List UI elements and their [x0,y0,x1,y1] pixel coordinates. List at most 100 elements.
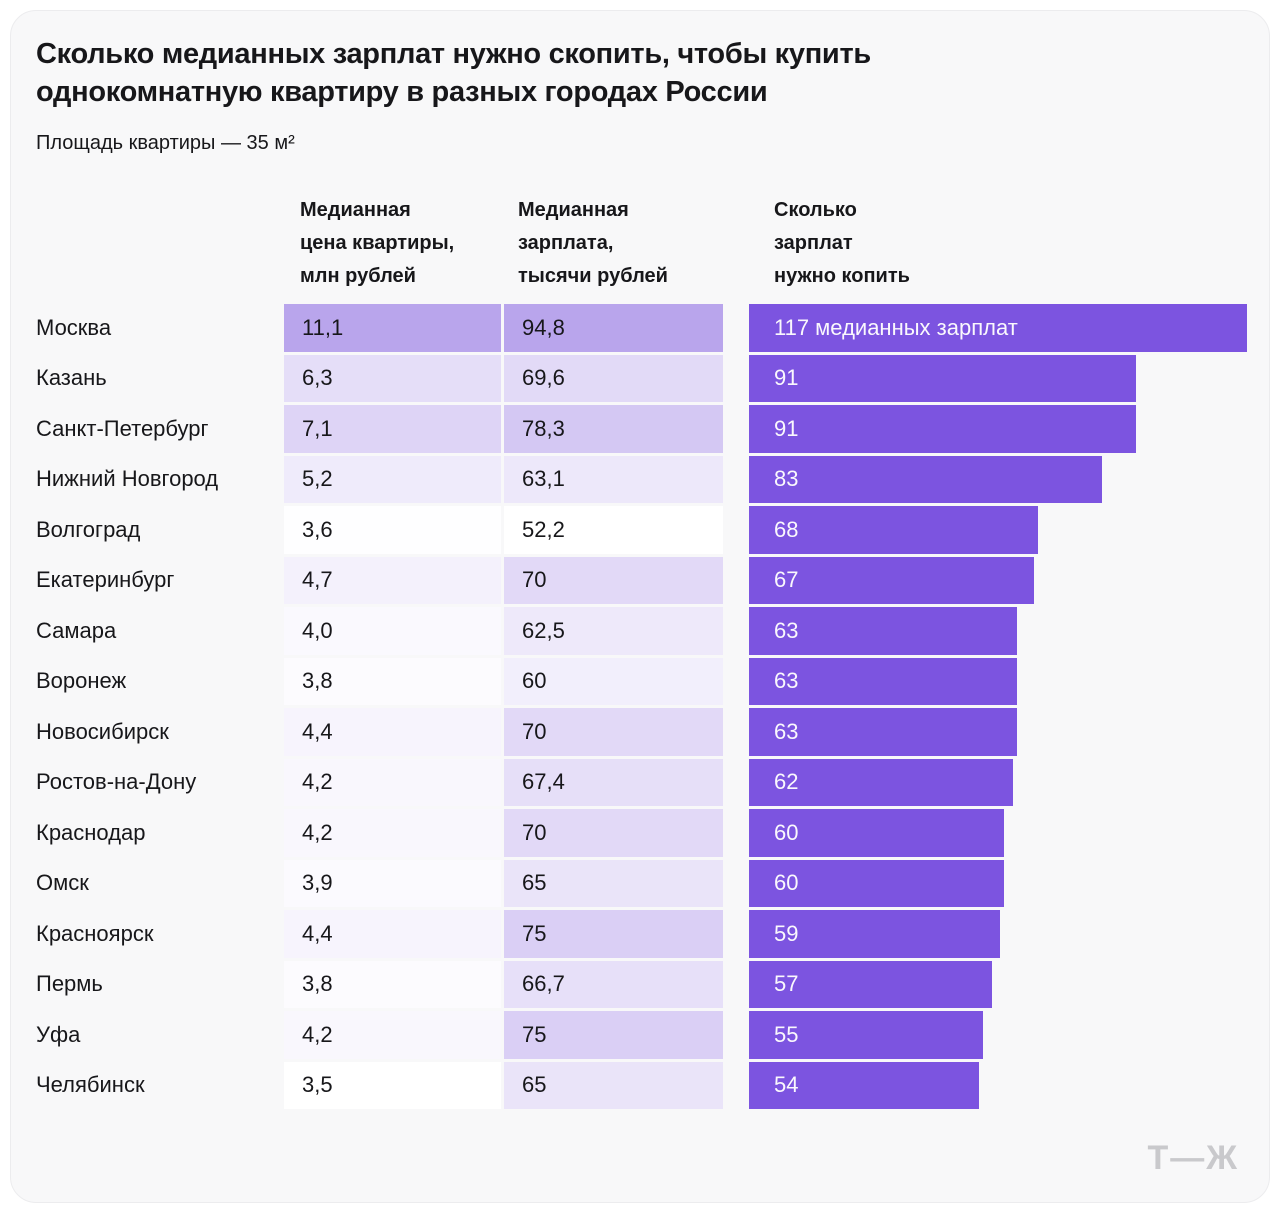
bar-track: 117 медианных зарплат [749,304,1247,352]
salary-bar: 62 [749,758,1013,806]
data-table: Москва 11,1 94,8 117 медианных зарплат Казан… [36,304,1247,1112]
price-cell: 11,1 [284,304,501,352]
chart-subtitle: Площадь квартиры — 35 м² [36,132,295,154]
table-row: Самара 4,0 62,5 63 [36,607,1247,655]
bar-track: 54 [749,1061,1247,1109]
chart-card: Сколько медианных зарплат нужно скопить,… [10,10,1270,1203]
bar-value-label: 83 [774,466,799,492]
salary-cell: 75 [504,910,723,958]
city-label: Нижний Новгород [36,466,219,492]
bar-track: 68 [749,506,1247,554]
bar-track: 60 [749,859,1247,907]
price-cell: 7,1 [284,405,501,453]
table-row: Москва 11,1 94,8 117 медианных зарплат [36,304,1247,352]
bar-value-label: 57 [774,971,799,997]
salary-bar: 55 [749,1011,984,1059]
column-header-bars-line: Сколько [774,199,857,221]
bar-track: 83 [749,455,1247,503]
salary-bar: 57 [749,960,992,1008]
bar-track: 57 [749,960,1247,1008]
table-row: Волгоград 3,6 52,2 68 [36,506,1247,554]
salary-cell: 70 [504,708,723,756]
salary-cell: 67,4 [504,758,723,806]
price-cell: 3,6 [284,506,501,554]
bar-value-label: 54 [774,1072,799,1098]
bar-track: 63 [749,708,1247,756]
salary-cell: 66,7 [504,960,723,1008]
table-row: Ростов-на-Дону 4,2 67,4 62 [36,758,1247,806]
city-label: Санкт-Петербург [36,415,209,441]
bar-value-label: 60 [774,870,799,896]
salary-bar: 63 [749,708,1018,756]
salary-bar: 67 [749,556,1035,604]
chart-title-line-2: однокомнатную квартиру в разных городах … [36,76,768,108]
column-header-price-line: млн рублей [300,265,416,287]
city-label: Уфа [36,1021,81,1047]
city-label: Челябинск [36,1072,145,1098]
column-header-bars: Сколько зарплат нужно копить [774,194,910,293]
salary-cell: 62,5 [504,607,723,655]
bar-track: 91 [749,354,1247,402]
bar-value-label: 68 [774,516,799,542]
price-cell: 4,7 [284,556,501,604]
bar-value-label: 63 [774,617,799,643]
table-row: Нижний Новгород 5,2 63,1 83 [36,455,1247,503]
bar-track: 67 [749,556,1247,604]
price-cell: 6,3 [284,354,501,402]
salary-cell: 70 [504,809,723,857]
salary-cell: 69,6 [504,354,723,402]
table-row: Омск 3,9 65 60 [36,859,1247,907]
table-row: Воронеж 3,8 60 63 [36,657,1247,705]
bar-track: 55 [749,1011,1247,1059]
city-label: Воронеж [36,668,127,694]
price-cell: 4,2 [284,758,501,806]
column-header-salary: Медианная зарплата, тысячи рублей [518,194,668,293]
chart-title: Сколько медианных зарплат нужно скопить,… [36,35,871,111]
salary-bar: 91 [749,354,1137,402]
salary-bar: 54 [749,1061,979,1109]
salary-bar: 63 [749,607,1018,655]
column-header-salary-line: тысячи рублей [518,265,668,287]
table-row: Казань 6,3 69,6 91 [36,354,1247,402]
city-label: Новосибирск [36,718,169,744]
bar-value-label: 63 [774,668,799,694]
column-header-price-line: цена квартиры, [300,232,455,254]
table-row: Санкт-Петербург 7,1 78,3 91 [36,405,1247,453]
city-label: Омск [36,870,89,896]
salary-cell: 78,3 [504,405,723,453]
column-header-price: Медианная цена квартиры, млн рублей [300,194,454,293]
bar-value-label: 55 [774,1021,799,1047]
bar-value-label: 60 [774,819,799,845]
city-label: Екатеринбург [36,567,175,593]
column-header-salary-line: зарплата, [518,232,614,254]
price-cell: 4,4 [284,910,501,958]
salary-cell: 75 [504,1011,723,1059]
price-cell: 4,2 [284,1011,501,1059]
salary-bar: 60 [749,859,1005,907]
bar-value-label: 63 [774,718,799,744]
column-header-bars-line: зарплат [774,232,853,254]
bar-value-label: 91 [774,365,799,391]
table-row: Краснодар 4,2 70 60 [36,809,1247,857]
salary-cell: 70 [504,556,723,604]
salary-bar: 117 медианных зарплат [749,304,1247,352]
city-label: Пермь [36,971,103,997]
salary-cell: 52,2 [504,506,723,554]
salary-cell: 65 [504,1061,723,1109]
salary-cell: 63,1 [504,455,723,503]
price-cell: 3,8 [284,960,501,1008]
salary-bar: 59 [749,910,1001,958]
bar-track: 91 [749,405,1247,453]
price-cell: 4,2 [284,809,501,857]
table-row: Пермь 3,8 66,7 57 [36,960,1247,1008]
table-row: Новосибирск 4,4 70 63 [36,708,1247,756]
bar-track: 63 [749,657,1247,705]
bar-value-label: 67 [774,567,799,593]
salary-bar: 83 [749,455,1103,503]
city-label: Ростов-на-Дону [36,769,197,795]
city-label: Москва [36,314,112,340]
salary-bar: 91 [749,405,1137,453]
city-label: Волгоград [36,516,141,542]
price-cell: 4,4 [284,708,501,756]
tj-logo: Т—Ж [1147,1139,1239,1177]
